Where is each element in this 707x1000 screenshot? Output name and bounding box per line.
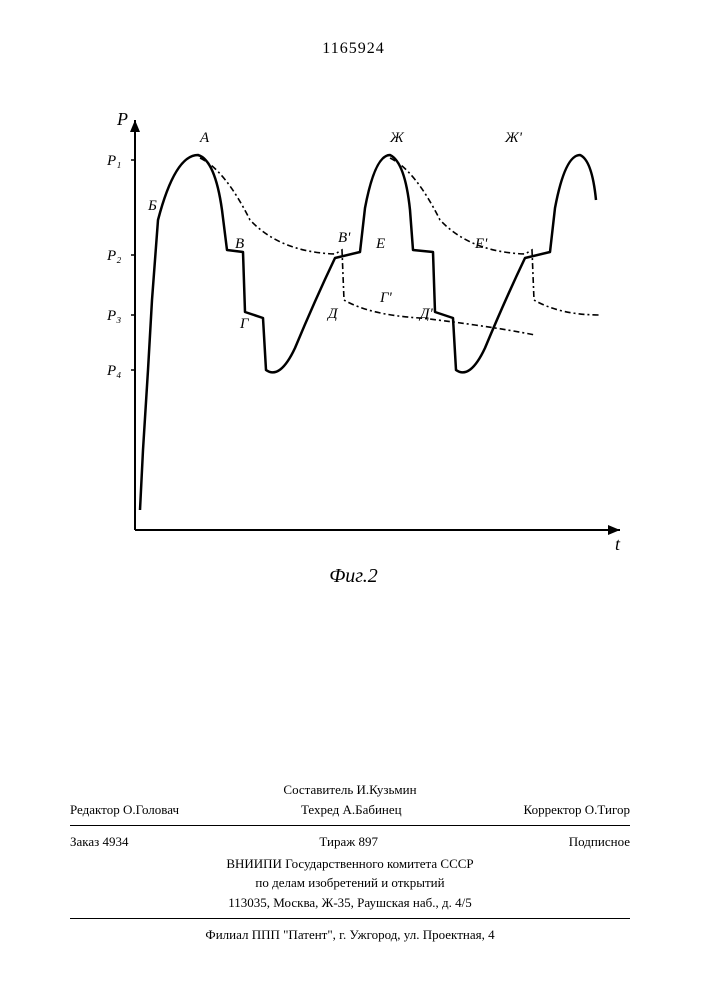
corrector-name: О.Тигор	[585, 802, 630, 817]
compiler-label: Составитель	[283, 782, 353, 797]
svg-text:Д: Д	[326, 306, 339, 322]
subscription: Подписное	[569, 832, 630, 852]
figure-caption: Фиг.2	[0, 565, 707, 588]
org-line1: ВНИИПИ Государственного комитета СССР	[70, 854, 630, 874]
branch-line: Филиал ППП "Патент", г. Ужгород, ул. Про…	[70, 925, 630, 945]
divider	[70, 825, 630, 826]
svg-text:Г: Г	[239, 316, 250, 332]
org-line3: 113035, Москва, Ж-35, Раушская наб., д. …	[70, 893, 630, 913]
svg-text:Ж': Ж'	[504, 130, 523, 146]
svg-text:Д': Д'	[418, 306, 434, 322]
technical-name: А.Бабинец	[342, 802, 401, 817]
technical-label: Техред	[301, 802, 339, 817]
svg-text:В': В'	[338, 230, 351, 246]
corrector-label: Корректор	[524, 802, 582, 817]
editor-name: О.Головач	[123, 802, 179, 817]
svg-text:Е: Е	[375, 236, 385, 252]
editor-label: Редактор	[70, 802, 120, 817]
svg-text:P₁: P₁	[106, 153, 121, 169]
svg-text:Г': Г'	[379, 290, 393, 306]
svg-text:P₃: P₃	[106, 308, 121, 324]
org-line2: по делам изобретений и открытий	[70, 873, 630, 893]
compiler-name: И.Кузьмин	[357, 782, 417, 797]
pressure-time-chart: Pt P₁ P₂ P₃ P₄ А Б В Г В' Д Е Ж Г' Д' Е' Ж'	[80, 100, 640, 570]
svg-text:P₂: P₂	[106, 248, 121, 264]
svg-text:t: t	[615, 534, 621, 554]
svg-text:В: В	[235, 236, 244, 252]
circulation: Тираж 897	[319, 832, 378, 852]
order-number: Заказ 4934	[70, 832, 129, 852]
svg-text:Е': Е'	[474, 236, 488, 252]
svg-text:А: А	[199, 130, 210, 146]
imprint-block: Составитель И.Кузьмин Редактор О.Головач…	[70, 780, 630, 945]
svg-text:P₄: P₄	[106, 363, 121, 379]
svg-text:Б: Б	[147, 198, 157, 214]
svg-text:P: P	[116, 109, 128, 129]
svg-text:Ж: Ж	[389, 130, 405, 146]
divider	[70, 918, 630, 919]
document-number: 1165924	[0, 40, 707, 58]
